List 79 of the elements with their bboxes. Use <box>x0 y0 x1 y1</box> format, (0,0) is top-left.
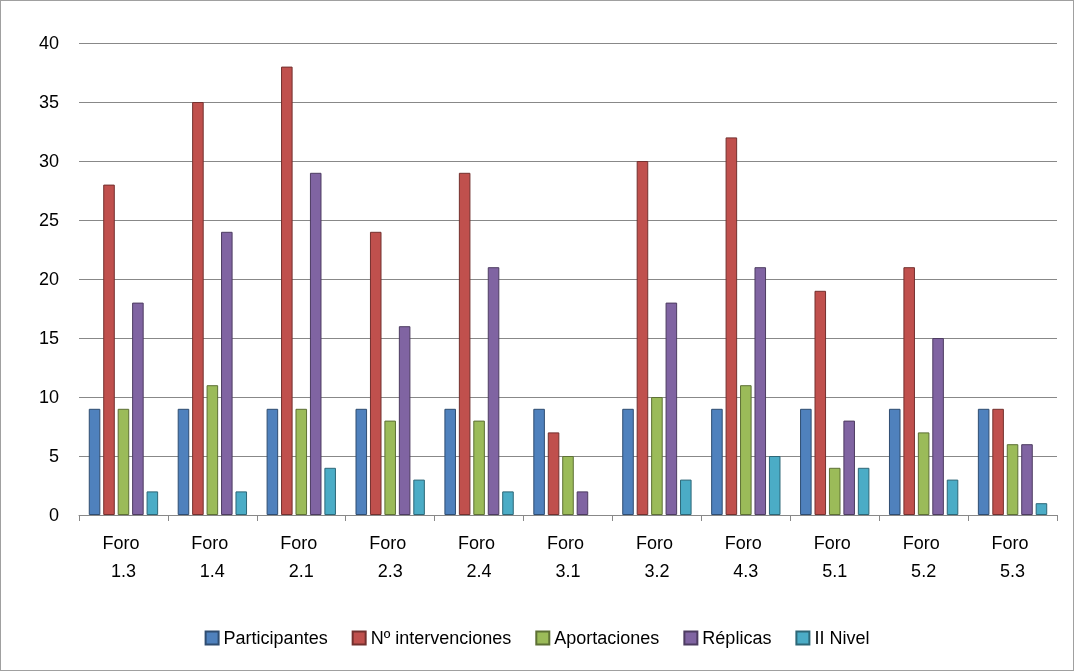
x-tick-label: Foro 1.4 <box>191 533 234 581</box>
bar <box>146 491 159 515</box>
bar <box>576 491 589 515</box>
y-tick-label: 20 <box>38 269 59 289</box>
x-tick-label: Foro 2.3 <box>369 533 412 581</box>
legend-label: II Nivel <box>814 628 870 648</box>
y-tick-label: 15 <box>38 328 59 348</box>
bar <box>740 385 752 515</box>
x-tick-label: Foro 2.4 <box>458 533 501 581</box>
bar <box>754 267 767 515</box>
legend-label: Participantes <box>223 628 328 648</box>
x-tick-label: Foro 5.1 <box>813 533 856 581</box>
x-tick-label: Foro 5.2 <box>902 533 945 581</box>
y-tick-label: 0 <box>48 505 59 525</box>
bar <box>384 420 396 515</box>
bar <box>636 161 649 515</box>
x-tick-label: Foro 3.2 <box>635 533 678 581</box>
y-tick-label: 35 <box>38 92 59 112</box>
bar <box>458 172 471 515</box>
bar <box>547 432 560 515</box>
bar <box>814 290 827 515</box>
bar <box>1021 444 1033 515</box>
bar <box>206 385 219 515</box>
bar <box>413 479 425 515</box>
y-tick-label: 5 <box>48 446 59 466</box>
bar <box>977 408 990 515</box>
bar <box>768 456 781 515</box>
bar <box>309 172 322 515</box>
legend-label: Nº intervenciones <box>370 628 512 648</box>
bar <box>369 231 382 515</box>
bar <box>117 408 130 515</box>
x-tick-label: Foro 3.1 <box>546 533 590 581</box>
bar <box>680 479 692 515</box>
bar <box>651 397 663 515</box>
bar <box>946 479 959 515</box>
bar <box>473 420 485 515</box>
x-tick-label: Foro 1.3 <box>102 533 145 581</box>
bar <box>711 408 723 515</box>
bar <box>103 184 115 515</box>
bar <box>295 408 308 515</box>
x-tick-label: Foro 4.3 <box>724 533 767 581</box>
bar <box>562 456 574 515</box>
bar <box>828 467 841 515</box>
bar <box>398 326 411 515</box>
bar <box>88 408 101 515</box>
bar <box>725 137 738 515</box>
legend-label: Réplicas <box>702 628 772 648</box>
x-tick-label: Foro 2.1 <box>280 533 323 581</box>
bar <box>843 420 855 515</box>
bar <box>1006 444 1019 515</box>
bar <box>622 408 634 515</box>
bar <box>192 102 204 515</box>
bar <box>665 302 678 515</box>
legend-label: Aportaciones <box>554 628 660 648</box>
bar <box>355 408 368 515</box>
bar <box>1035 503 1048 515</box>
y-tick-label: 10 <box>38 387 59 407</box>
y-tick-label: 40 <box>38 33 59 53</box>
bar <box>324 467 336 515</box>
bar <box>502 491 514 515</box>
bar <box>533 408 545 515</box>
bar <box>903 267 915 515</box>
bar <box>444 408 456 515</box>
bar <box>177 408 190 515</box>
x-tick-label: Foro 5.3 <box>991 533 1034 581</box>
bar <box>281 66 293 515</box>
y-tick-label: 30 <box>38 151 59 171</box>
bar <box>932 338 944 515</box>
bar <box>857 467 870 515</box>
bar <box>917 432 930 515</box>
bar <box>235 491 248 515</box>
y-tick-label: 25 <box>38 210 59 230</box>
bar <box>800 408 812 515</box>
bar <box>487 267 500 515</box>
bar <box>221 231 233 515</box>
bar <box>992 408 1004 515</box>
bar <box>888 408 901 515</box>
bar <box>132 302 144 515</box>
bar <box>266 408 279 515</box>
